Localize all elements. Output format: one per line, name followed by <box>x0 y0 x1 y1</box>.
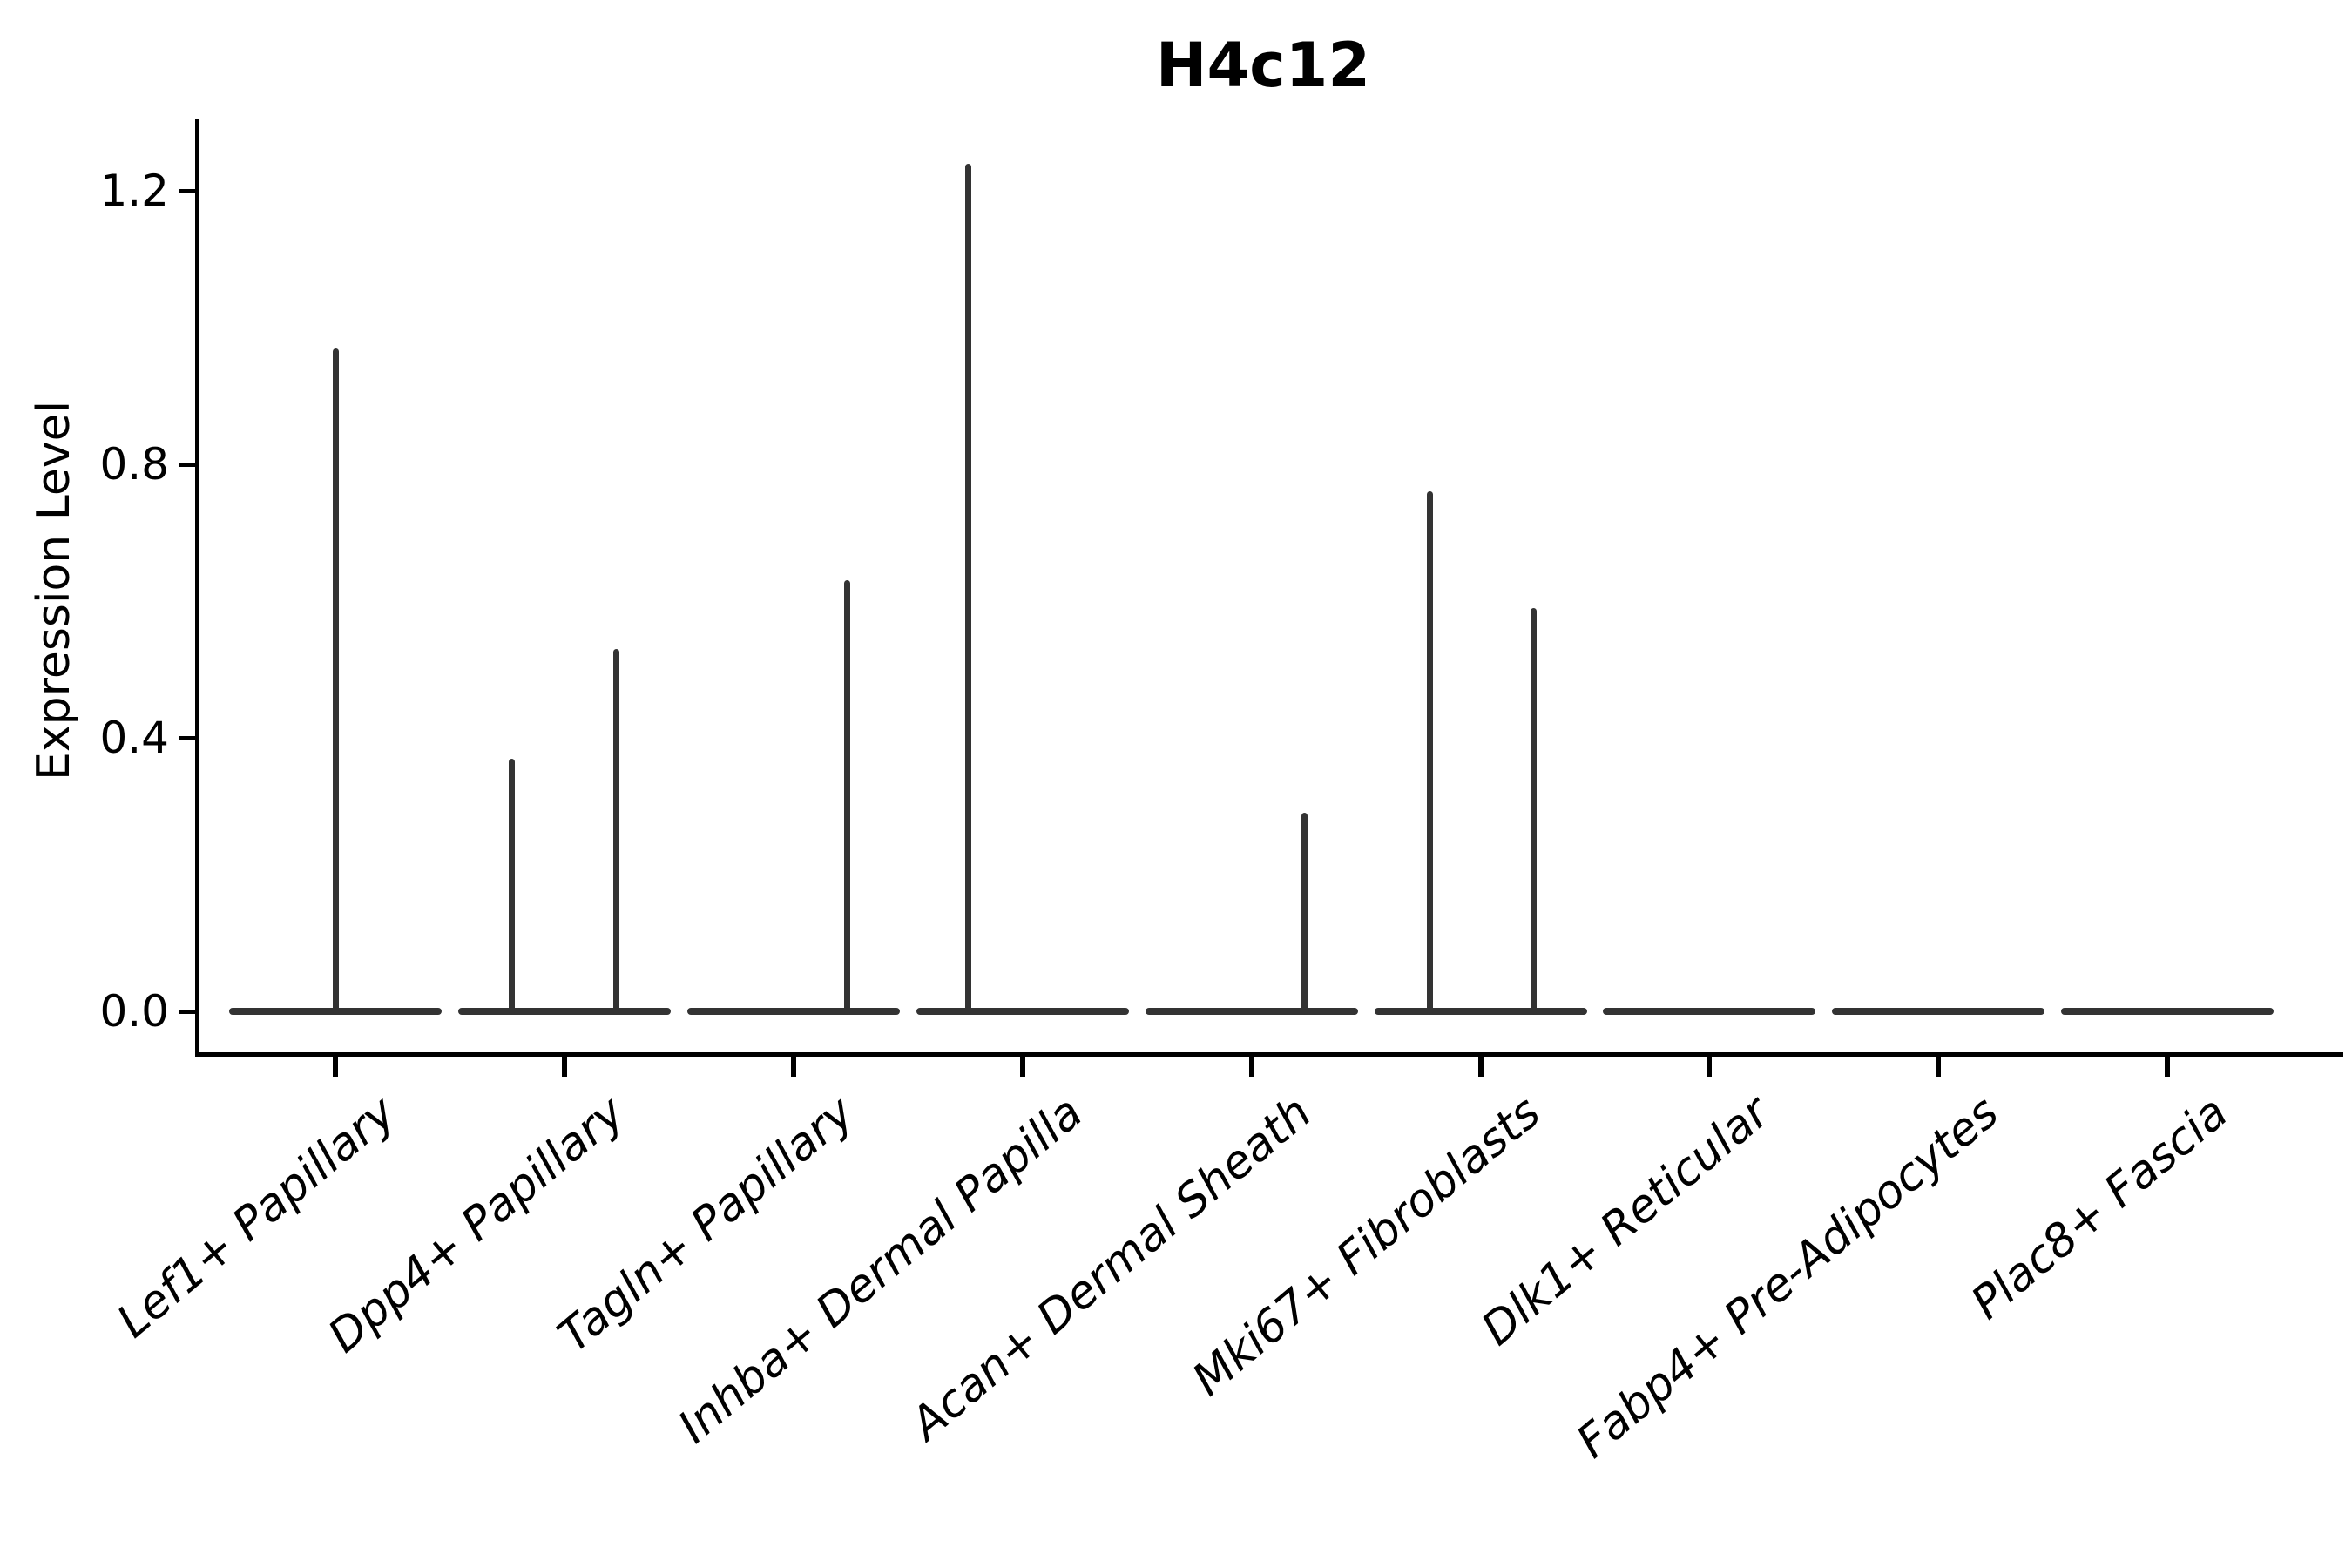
x-tick-mark <box>561 1054 567 1077</box>
x-tick-mark <box>1477 1054 1484 1077</box>
violin-base <box>1145 1008 1358 1015</box>
x-tick-mark <box>790 1054 796 1077</box>
x-tick-mark <box>1019 1054 1025 1077</box>
violin-needle <box>509 758 516 1015</box>
violin-base <box>686 1008 900 1015</box>
violin-needle <box>613 648 620 1015</box>
violin-needle <box>844 580 851 1015</box>
x-category-label: Inhba+ Dermal Papilla <box>668 1086 1093 1454</box>
violin-base <box>916 1008 1129 1015</box>
y-tick-mark <box>179 462 199 467</box>
x-tick-mark <box>1707 1054 1713 1077</box>
violin-needle <box>1301 813 1308 1015</box>
violin-base <box>1832 1008 2045 1015</box>
x-axis-line <box>195 1052 2343 1057</box>
violin-needle <box>1531 607 1537 1015</box>
y-tick-mark <box>179 735 199 740</box>
x-tick-mark <box>1936 1054 1942 1077</box>
x-category-label: Fabp4+ Pre-Adipocytes <box>1567 1086 2009 1469</box>
x-category-label: Acan+ Dermal Sheath <box>901 1086 1322 1451</box>
violin-base <box>1374 1008 1587 1015</box>
x-tick-mark <box>1248 1054 1254 1077</box>
chart-title: H4c12 <box>1155 30 1371 101</box>
x-tick-mark <box>333 1054 338 1077</box>
y-tick-mark <box>179 188 199 193</box>
y-tick-label: 0.8 <box>99 439 169 490</box>
violin-base <box>1603 1008 1816 1015</box>
y-tick-label: 1.2 <box>99 166 169 216</box>
y-tick-label: 0.0 <box>99 986 169 1037</box>
x-tick-mark <box>2165 1054 2171 1077</box>
violin-needle <box>332 348 339 1015</box>
y-tick-label: 0.4 <box>99 713 169 763</box>
violin-base <box>457 1008 671 1015</box>
violin-base <box>2061 1008 2274 1015</box>
y-tick-mark <box>179 1009 199 1014</box>
y-axis-line <box>195 119 199 1057</box>
violin-needle <box>965 163 972 1015</box>
violin-needle <box>1427 491 1433 1015</box>
